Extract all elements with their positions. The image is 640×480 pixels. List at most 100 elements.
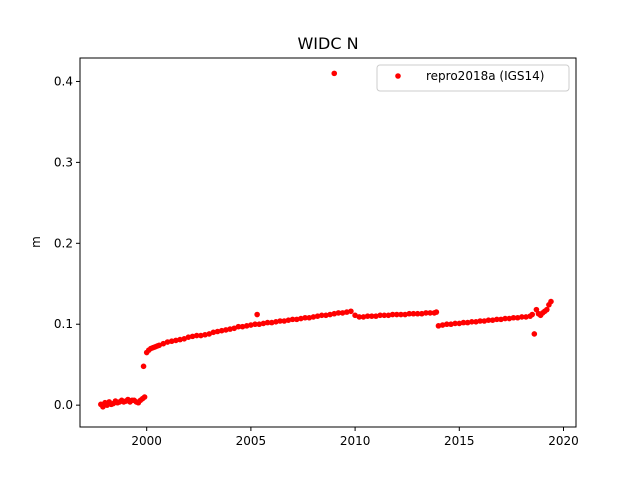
data-point	[252, 321, 258, 328]
data-point	[460, 319, 467, 326]
data-point	[189, 333, 196, 340]
data-point	[254, 311, 260, 318]
data-point	[377, 312, 383, 319]
y-tick-label: 0.1	[54, 317, 73, 331]
data-point	[202, 331, 208, 338]
data-point	[141, 394, 148, 400]
data-point	[510, 314, 517, 321]
data-point	[348, 308, 354, 315]
plot-frame	[79, 57, 577, 428]
data-point	[548, 298, 554, 305]
data-point	[302, 314, 308, 321]
data-point	[260, 320, 267, 327]
data-point	[368, 313, 375, 319]
data-point	[306, 314, 313, 321]
data-point	[210, 329, 217, 336]
data-point	[264, 319, 271, 326]
data-point	[529, 311, 536, 318]
data-point	[414, 310, 421, 317]
data-point	[473, 319, 479, 325]
data-point	[339, 310, 346, 316]
y-axis-label: m	[29, 236, 43, 248]
data-point	[331, 310, 338, 317]
data-point	[277, 318, 283, 324]
data-point	[389, 311, 396, 318]
data-point	[452, 320, 458, 327]
legend-box	[376, 64, 570, 92]
data-point	[256, 321, 263, 328]
data-point	[519, 314, 525, 320]
data-point	[193, 332, 200, 339]
data-point	[494, 316, 500, 323]
data-point	[439, 322, 446, 328]
data-point	[214, 328, 221, 335]
data-point	[323, 312, 329, 319]
legend-marker	[395, 73, 401, 79]
data-point	[198, 332, 204, 339]
data-point	[448, 321, 454, 328]
data-point	[310, 314, 317, 320]
data-point	[485, 317, 492, 323]
data-point	[314, 313, 321, 319]
data-point	[360, 314, 367, 320]
data-point	[531, 331, 538, 337]
data-point	[435, 323, 442, 329]
data-point	[168, 338, 175, 345]
data-point	[243, 323, 250, 329]
x-tick-label: 2015	[444, 434, 475, 448]
data-point	[406, 310, 413, 317]
data-point	[477, 318, 483, 324]
data-point	[331, 70, 338, 77]
x-tick-label: 2005	[236, 434, 267, 448]
data-point	[335, 310, 342, 316]
data-point	[514, 314, 521, 321]
y-tick-label: 0.0	[54, 398, 73, 412]
data-point	[356, 314, 363, 320]
data-point	[427, 310, 433, 316]
data-point	[327, 311, 333, 318]
y-tick-label: 0.3	[54, 155, 73, 169]
data-point	[281, 318, 288, 324]
data-point	[381, 312, 388, 319]
data-point	[268, 319, 275, 326]
data-point	[506, 315, 513, 322]
data-point	[402, 311, 408, 318]
data-point	[298, 315, 304, 322]
data-point	[469, 319, 475, 325]
data-point	[373, 313, 379, 319]
data-point	[293, 316, 300, 323]
chart-title: WIDC N	[297, 34, 358, 53]
data-point	[364, 313, 371, 319]
data-point	[173, 337, 179, 344]
data-point	[227, 326, 233, 332]
data-point	[443, 321, 450, 328]
data-point	[393, 311, 400, 318]
data-point	[481, 318, 488, 324]
data-point	[398, 311, 404, 318]
data-point	[248, 322, 254, 328]
legend-entry-label: repro2018a (IGS14)	[426, 69, 544, 83]
y-tick-label: 0.4	[54, 74, 73, 88]
data-point	[544, 306, 550, 313]
data-point	[343, 309, 350, 315]
data-point	[177, 336, 183, 343]
data-point	[502, 315, 508, 322]
data-point	[423, 310, 429, 316]
data-point	[140, 363, 147, 370]
data-point	[318, 312, 325, 319]
x-tick-label: 2020	[548, 434, 579, 448]
data-points-layer	[98, 70, 554, 410]
y-axis-ticks: 0.0 0.1 0.2 0.3 0.4	[54, 74, 80, 412]
legend: repro2018a (IGS14)	[376, 64, 570, 92]
data-point	[273, 319, 279, 325]
data-point	[456, 320, 463, 327]
data-point	[235, 323, 242, 330]
x-tick-label: 2000	[131, 434, 162, 448]
data-point	[498, 316, 504, 323]
y-tick-label: 0.2	[54, 236, 73, 250]
x-tick-label: 2010	[340, 434, 371, 448]
x-axis-ticks: 2000 2005 2010 2015 2020	[131, 427, 579, 448]
data-point	[523, 314, 529, 320]
data-point	[489, 317, 496, 323]
